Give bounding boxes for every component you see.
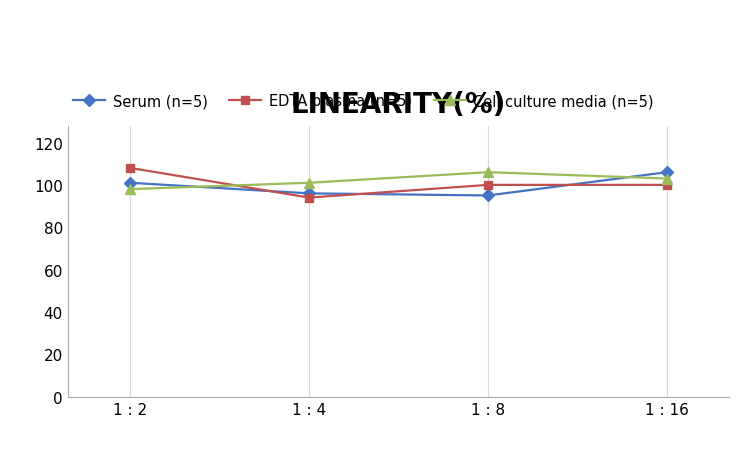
Cell culture media (n=5) <box>663 176 672 182</box>
Legend: Serum (n=5), EDTA plasma (n=5), Cell culture media (n=5): Serum (n=5), EDTA plasma (n=5), Cell cul… <box>68 88 660 115</box>
EDTA plasma (n=5) <box>305 195 314 201</box>
Title: LINEARITY(%): LINEARITY(%) <box>291 91 506 119</box>
Cell culture media (n=5) <box>484 170 493 175</box>
Line: Cell culture media (n=5): Cell culture media (n=5) <box>126 168 672 194</box>
Line: Serum (n=5): Serum (n=5) <box>126 169 671 200</box>
Serum (n=5) <box>305 191 314 197</box>
EDTA plasma (n=5) <box>126 166 135 171</box>
Serum (n=5) <box>484 193 493 199</box>
EDTA plasma (n=5) <box>663 183 672 188</box>
EDTA plasma (n=5) <box>484 183 493 188</box>
Cell culture media (n=5) <box>126 187 135 193</box>
Cell culture media (n=5) <box>305 181 314 186</box>
Serum (n=5) <box>663 170 672 175</box>
Serum (n=5) <box>126 181 135 186</box>
Line: EDTA plasma (n=5): EDTA plasma (n=5) <box>126 165 671 202</box>
